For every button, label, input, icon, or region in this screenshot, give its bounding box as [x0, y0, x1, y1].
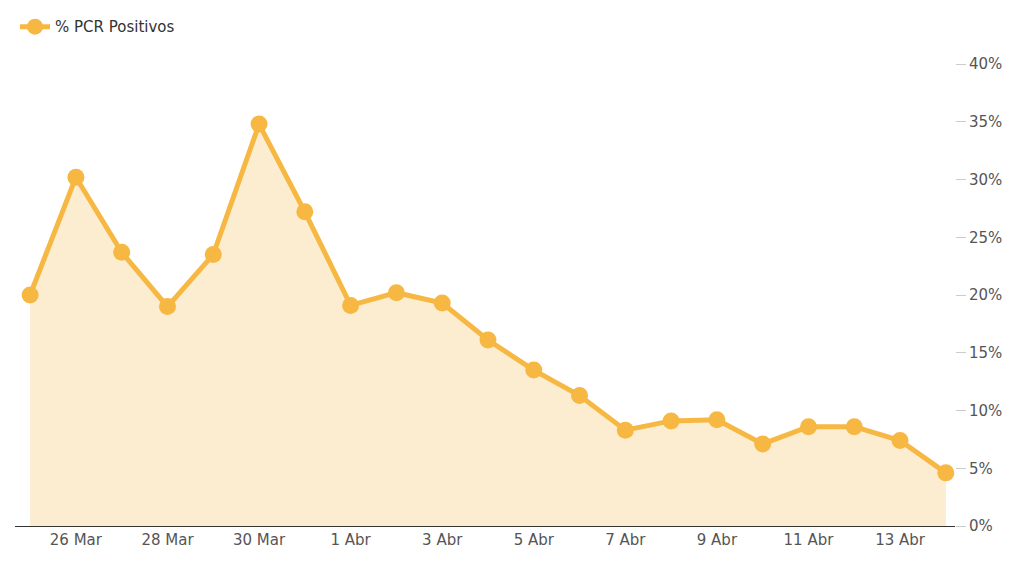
svg-text:7 Abr: 7 Abr — [605, 531, 646, 549]
svg-text:26 Mar: 26 Mar — [50, 531, 103, 549]
svg-text:20%: 20% — [969, 286, 1002, 304]
svg-text:13 Abr: 13 Abr — [875, 531, 926, 549]
svg-text:1 Abr: 1 Abr — [330, 531, 371, 549]
svg-text:30 Mar: 30 Mar — [233, 531, 286, 549]
svg-text:9 Abr: 9 Abr — [697, 531, 738, 549]
svg-text:3 Abr: 3 Abr — [422, 531, 463, 549]
svg-text:30%: 30% — [969, 171, 1002, 189]
svg-text:28 Mar: 28 Mar — [141, 531, 194, 549]
svg-text:5%: 5% — [969, 460, 993, 478]
svg-text:5 Abr: 5 Abr — [514, 531, 555, 549]
svg-text:40%: 40% — [969, 55, 1002, 73]
svg-text:15%: 15% — [969, 344, 1002, 362]
svg-text:10%: 10% — [969, 402, 1002, 420]
svg-text:35%: 35% — [969, 113, 1002, 131]
svg-text:0%: 0% — [969, 517, 993, 535]
svg-text:25%: 25% — [969, 229, 1002, 247]
svg-text:11 Abr: 11 Abr — [784, 531, 835, 549]
svg-text:% PCR Positivos: % PCR Positivos — [55, 18, 175, 36]
